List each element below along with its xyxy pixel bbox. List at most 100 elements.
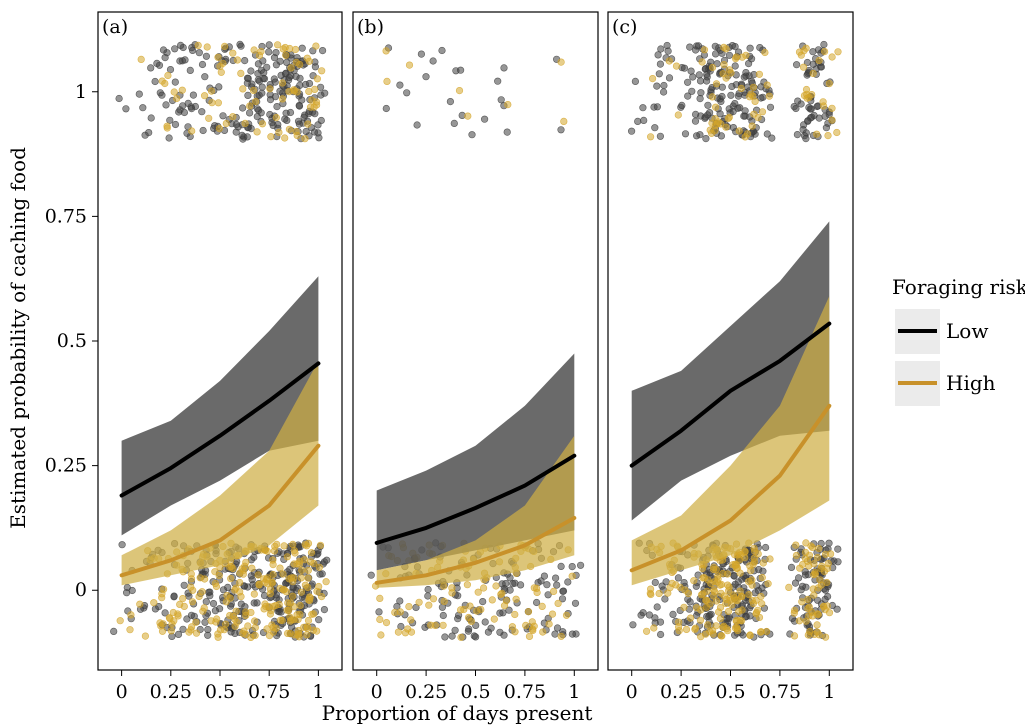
raw-point-low: [627, 127, 636, 135]
raw-point-low: [248, 576, 256, 584]
confidence-band-high: [121, 360, 319, 586]
raw-point-low: [656, 132, 665, 140]
raw-point-high: [457, 633, 465, 641]
fit-line-high: [629, 403, 832, 573]
raw-point-high: [405, 602, 413, 611]
raw-point-high: [511, 610, 519, 619]
raw-point-high: [785, 583, 793, 592]
raw-point-low: [288, 623, 296, 631]
raw-point-low: [802, 583, 810, 591]
raw-point-low: [162, 101, 170, 109]
raw-point-high: [801, 548, 810, 557]
raw-point-low: [255, 91, 263, 99]
raw-point-high: [817, 565, 825, 573]
raw-point-high: [318, 67, 326, 75]
raw-point-low: [695, 71, 703, 79]
raw-point-low: [209, 599, 218, 608]
raw-point-high: [394, 628, 403, 636]
raw-point-low: [799, 126, 807, 134]
raw-point-high: [382, 618, 391, 627]
raw-point-high: [828, 116, 836, 124]
raw-point-low: [669, 610, 677, 619]
raw-point-low: [484, 628, 493, 636]
raw-point-high: [448, 584, 456, 592]
raw-point-high: [205, 114, 213, 122]
raw-point-high: [376, 615, 384, 624]
y-tick-label: 0.5: [57, 330, 87, 352]
raw-point-low: [250, 599, 258, 607]
raw-point-high: [696, 616, 705, 624]
raw-point-low: [629, 621, 637, 629]
raw-point-high: [642, 627, 651, 635]
raw-point-high: [188, 623, 196, 631]
raw-point-low: [813, 596, 822, 604]
raw-point-low: [797, 100, 805, 108]
raw-point-high: [733, 597, 741, 605]
raw-point-high: [725, 583, 733, 591]
raw-point-high: [251, 631, 259, 640]
raw-point-high: [798, 598, 806, 606]
raw-point-high: [758, 573, 766, 582]
raw-point-low: [537, 577, 545, 585]
raw-point-low: [659, 88, 668, 96]
x-tick-label: 0.5: [460, 681, 490, 703]
raw-point-high: [163, 122, 171, 130]
raw-point-high: [396, 608, 404, 616]
raw-point-high: [686, 614, 695, 622]
raw-point-high: [474, 588, 482, 596]
raw-point-high: [745, 590, 753, 599]
raw-point-high: [511, 628, 519, 636]
raw-point-low: [282, 109, 290, 117]
raw-point-high: [758, 108, 767, 116]
raw-point-high: [533, 588, 541, 597]
raw-point-high: [229, 49, 237, 57]
raw-point-low: [689, 73, 697, 81]
raw-point-high: [214, 99, 222, 107]
raw-point-low: [787, 563, 796, 572]
fit-line-low: [119, 361, 321, 498]
raw-point-low: [807, 105, 815, 113]
raw-point-high: [810, 560, 818, 568]
legend-label-high: High: [946, 371, 996, 395]
raw-point-high: [214, 53, 222, 61]
raw-point-low: [568, 562, 576, 571]
raw-point-high: [241, 119, 249, 127]
raw-point-high: [700, 46, 709, 54]
raw-point-low: [651, 124, 659, 132]
raw-point-high: [278, 79, 287, 87]
raw-point-high: [273, 540, 281, 549]
raw-point-high: [500, 602, 509, 610]
raw-point-low: [171, 120, 180, 129]
raw-point-high: [164, 71, 172, 80]
raw-point-high: [300, 623, 308, 631]
raw-point-high: [250, 590, 258, 598]
raw-point-high: [764, 580, 772, 588]
raw-point-high: [301, 541, 309, 549]
raw-point-high: [263, 574, 272, 582]
raw-point-low: [479, 597, 487, 606]
raw-point-high: [318, 592, 326, 601]
raw-point-low: [757, 83, 765, 91]
raw-point-high: [698, 564, 707, 573]
raw-point-low: [680, 64, 689, 72]
raw-point-low: [139, 104, 147, 112]
raw-point-low: [454, 592, 462, 600]
raw-point-low: [564, 578, 572, 586]
raw-point-high: [525, 632, 534, 641]
raw-point-low: [159, 46, 168, 54]
raw-point-high: [307, 549, 316, 557]
raw-point-low: [768, 134, 776, 142]
raw-point-high: [524, 608, 533, 616]
raw-point-high: [311, 85, 319, 93]
raw-point-low: [174, 630, 183, 639]
raw-point-high: [710, 578, 719, 586]
panel-label: (b): [357, 16, 384, 38]
raw-point-low: [653, 82, 661, 90]
raw-point-high: [545, 620, 553, 628]
raw-point-low: [497, 96, 505, 104]
raw-point-high: [813, 628, 822, 636]
raw-point-low: [792, 104, 800, 113]
raw-point-high: [646, 133, 655, 141]
panels-group: (a) 0 0.25 0.5 0.75 1 0 0.25 0.5 0.75 1 (b) 0 0.25 0.5…: [45, 11, 854, 703]
raw-point-low: [241, 56, 249, 65]
